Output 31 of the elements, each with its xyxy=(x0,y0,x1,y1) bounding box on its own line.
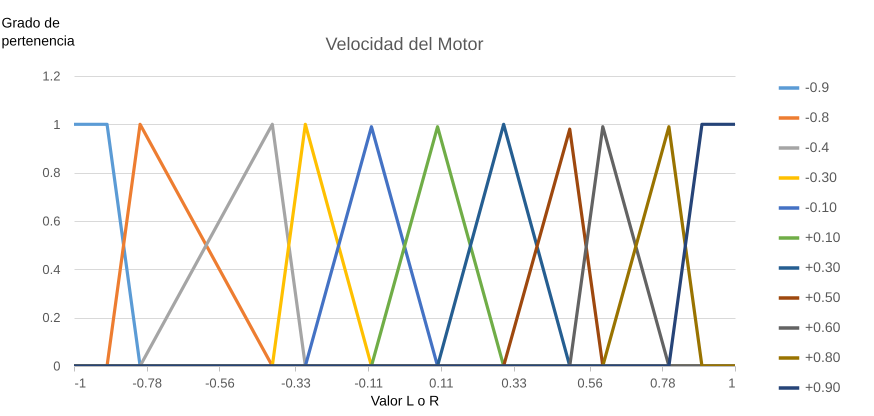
y-axis-title: Grado de pertenencia xyxy=(2,14,75,48)
legend-label: -0.8 xyxy=(805,109,830,125)
legend-label: +0.60 xyxy=(805,319,841,335)
x-tick-label: -0.33 xyxy=(281,376,311,390)
legend-label: +0.30 xyxy=(805,259,841,275)
y-tick-label: 1.2 xyxy=(42,68,60,84)
x-tick-label: 0.56 xyxy=(577,376,603,390)
legend-label: -0.9 xyxy=(805,79,830,95)
x-tick-label: 0.78 xyxy=(650,376,676,390)
y-tick-label: 1 xyxy=(53,116,60,132)
legend-label: +0.50 xyxy=(805,289,841,305)
chart-title: Velocidad del Motor xyxy=(325,34,484,54)
legend-label: -0.30 xyxy=(805,169,838,185)
x-axis-title: Valor L o R xyxy=(370,392,440,408)
legend-label: +0.10 xyxy=(805,229,841,245)
x-tick-label: -0.56 xyxy=(205,376,235,390)
legend-label: +0.80 xyxy=(805,349,841,365)
legend-label: -0.10 xyxy=(805,199,838,215)
y-tick-label: 0.8 xyxy=(42,165,60,180)
y-tick-label: 0.2 xyxy=(42,310,60,326)
legend-label: -0.4 xyxy=(805,139,830,155)
x-tick-label: 1 xyxy=(728,376,736,390)
y-tick-label: 0.4 xyxy=(42,262,60,277)
x-tick-label: -0.11 xyxy=(354,376,383,390)
x-tick-label: -0.78 xyxy=(132,376,162,390)
legend-label: +0.90 xyxy=(805,379,841,395)
x-tick-label: 0.11 xyxy=(429,376,454,390)
y-tick-label: 0.6 xyxy=(42,214,60,228)
y-tick-label: 0 xyxy=(53,358,60,374)
x-tick-label: -1 xyxy=(74,376,86,390)
x-tick-label: 0.33 xyxy=(501,376,527,390)
